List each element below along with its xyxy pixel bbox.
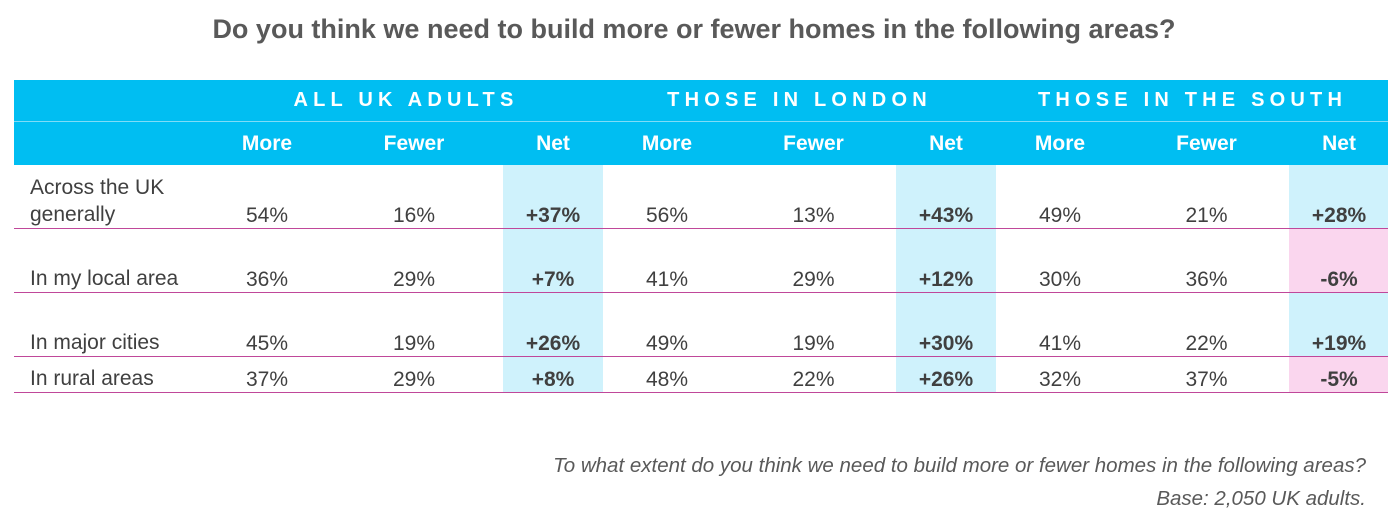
cell-net: +12%	[896, 228, 997, 293]
cell-more: 49%	[603, 292, 731, 357]
cell-fewer: 22%	[731, 356, 896, 393]
cell-more: 41%	[996, 292, 1125, 357]
table-row: In my local area 36% 29% +7% 41% 29% +12…	[14, 228, 1388, 293]
row-label: In major cities	[14, 292, 209, 357]
cell-net: +19%	[1289, 292, 1388, 357]
cell-fewer: 16%	[325, 165, 503, 229]
cell-more: 30%	[996, 228, 1125, 293]
table-row: In rural areas 37% 29% +8% 48% 22% +26% …	[14, 356, 1388, 393]
cell-fewer: 36%	[1124, 228, 1290, 293]
table-row: Across the UK generally 54% 16% +37% 56%…	[14, 165, 1388, 229]
row-label: In my local area	[14, 228, 209, 293]
cell-net: +30%	[896, 292, 997, 357]
cell-net: -6%	[1289, 228, 1388, 293]
cell-net: +28%	[1289, 165, 1388, 229]
cell-net: +43%	[896, 165, 997, 229]
cell-net: +7%	[503, 228, 603, 293]
row-label: Across the UK generally	[14, 165, 209, 229]
cell-net: +8%	[503, 356, 603, 393]
col-header-fewer: Fewer	[1124, 121, 1290, 165]
cell-more: 32%	[996, 356, 1125, 393]
cell-fewer: 29%	[325, 356, 503, 393]
column-header-row: More Fewer Net More Fewer Net More Fewer…	[14, 121, 1388, 165]
group-header-those-in-london: THOSE IN LONDON	[603, 80, 997, 122]
cell-fewer: 37%	[1124, 356, 1290, 393]
cell-more: 54%	[209, 165, 325, 229]
cell-more: 49%	[996, 165, 1125, 229]
footnote-question: To what extent do you think we need to b…	[553, 454, 1366, 477]
cell-net: +37%	[503, 165, 603, 229]
cell-more: 48%	[603, 356, 731, 393]
cell-fewer: 19%	[731, 292, 896, 357]
chart-title: Do you think we need to build more or fe…	[212, 14, 1176, 44]
col-header-net: Net	[896, 121, 997, 165]
cell-fewer: 13%	[731, 165, 896, 229]
col-header-more: More	[209, 121, 325, 165]
cell-more: 56%	[603, 165, 731, 229]
cell-net: +26%	[503, 292, 603, 357]
col-header-net: Net	[1289, 121, 1388, 165]
group-header-all-uk-adults: ALL UK ADULTS	[209, 80, 603, 122]
cell-fewer: 29%	[731, 228, 896, 293]
cell-fewer: 22%	[1124, 292, 1290, 357]
cell-more: 36%	[209, 228, 325, 293]
cell-net: -5%	[1289, 356, 1388, 393]
cell-fewer: 29%	[325, 228, 503, 293]
cell-more: 37%	[209, 356, 325, 393]
cell-fewer: 19%	[325, 292, 503, 357]
footnote-base: Base: 2,050 UK adults.	[1156, 487, 1366, 510]
header-blank-cell	[14, 121, 209, 165]
col-header-fewer: Fewer	[731, 121, 896, 165]
col-header-more: More	[996, 121, 1125, 165]
col-header-more: More	[603, 121, 731, 165]
table-row: In major cities 45% 19% +26% 49% 19% +30…	[14, 292, 1388, 357]
col-header-net: Net	[503, 121, 603, 165]
group-header-those-in-the-south: THOSE IN THE SOUTH	[996, 80, 1388, 122]
cell-more: 45%	[209, 292, 325, 357]
cell-more: 41%	[603, 228, 731, 293]
cell-net: +26%	[896, 356, 997, 393]
results-table: ALL UK ADULTS THOSE IN LONDON THOSE IN T…	[14, 80, 1388, 393]
group-header-row: ALL UK ADULTS THOSE IN LONDON THOSE IN T…	[14, 80, 1388, 122]
col-header-fewer: Fewer	[325, 121, 503, 165]
row-label: In rural areas	[14, 356, 209, 393]
header-blank-cell	[14, 80, 209, 122]
cell-fewer: 21%	[1124, 165, 1290, 229]
